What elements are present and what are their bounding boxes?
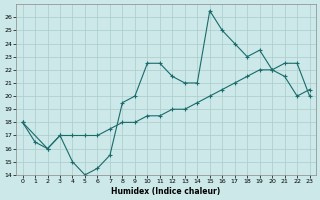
X-axis label: Humidex (Indice chaleur): Humidex (Indice chaleur)	[111, 187, 221, 196]
